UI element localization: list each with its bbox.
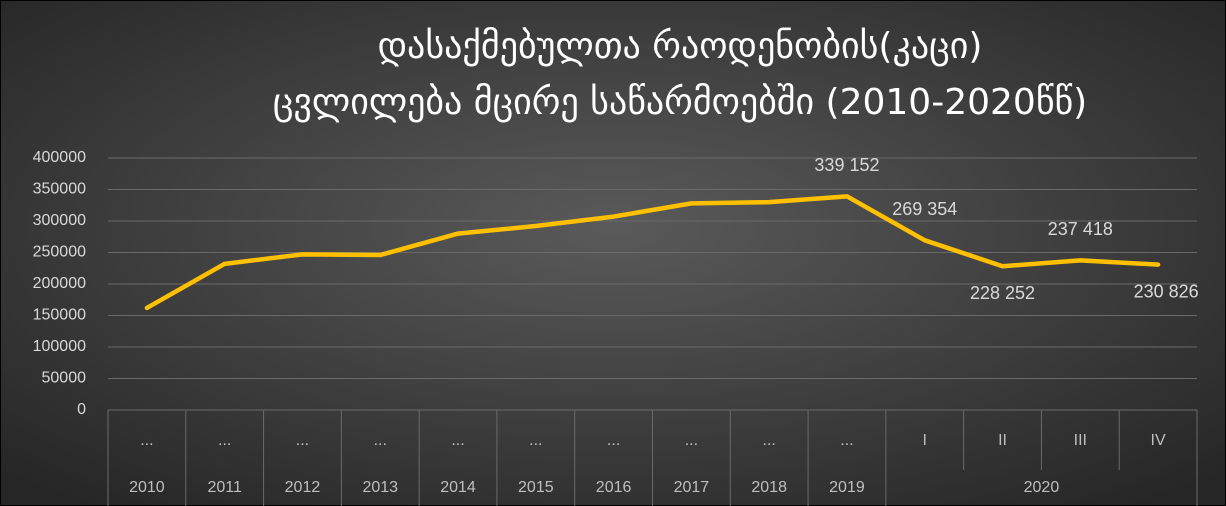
y-tick-label: 150000 (33, 307, 86, 324)
x-group-label: 2018 (751, 479, 787, 496)
x-tick-label: ... (218, 432, 231, 449)
x-group-label: 2020 (1024, 479, 1060, 496)
x-group-label: 2014 (440, 479, 476, 496)
x-group-label: 2015 (518, 479, 554, 496)
x-group-label: 2011 (207, 479, 242, 496)
y-tick-label: 0 (77, 401, 86, 418)
x-group-label: 2013 (362, 479, 398, 496)
y-tick-label: 300000 (33, 212, 86, 229)
x-group-label: 2017 (674, 479, 710, 496)
x-tick-label: ... (607, 432, 620, 449)
x-tick-label: ... (451, 432, 464, 449)
x-tick-label: ... (763, 432, 776, 449)
data-label: 228 252 (970, 283, 1035, 303)
x-group-label: 2010 (129, 479, 165, 496)
x-tick-label: ... (374, 432, 387, 449)
y-tick-label: 50000 (42, 370, 87, 387)
data-label: 269 354 (892, 199, 957, 219)
x-tick-label: I (923, 432, 927, 449)
y-tick-label: 100000 (33, 338, 86, 355)
x-tick-label: ... (529, 432, 542, 449)
x-group-label: 2012 (285, 479, 321, 496)
data-label: 237 418 (1048, 219, 1113, 239)
y-tick-label: 200000 (33, 275, 86, 292)
x-tick-label: IV (1151, 432, 1166, 449)
y-tick-label: 400000 (33, 149, 86, 166)
x-tick-label: ... (840, 432, 853, 449)
chart-title: დასაქმებულთა რაოდენობის(კაცი) (378, 26, 983, 67)
y-tick-label: 350000 (33, 181, 86, 198)
x-tick-label: ... (296, 432, 309, 449)
chart-title: ცვლილება მცირე საწარმოებში (2010-2020წწ) (273, 82, 1087, 123)
x-tick-label: II (998, 432, 1007, 449)
x-tick-label: ... (685, 432, 698, 449)
y-tick-label: 250000 (33, 244, 86, 261)
x-tick-label: ... (140, 432, 153, 449)
line (144, 194, 1161, 311)
x-group-label: 2016 (596, 479, 632, 496)
x-tick-label: III (1074, 432, 1087, 449)
data-label: 339 152 (814, 155, 879, 175)
x-group-label: 2019 (829, 479, 865, 496)
data-label: 230 826 (1134, 281, 1199, 301)
